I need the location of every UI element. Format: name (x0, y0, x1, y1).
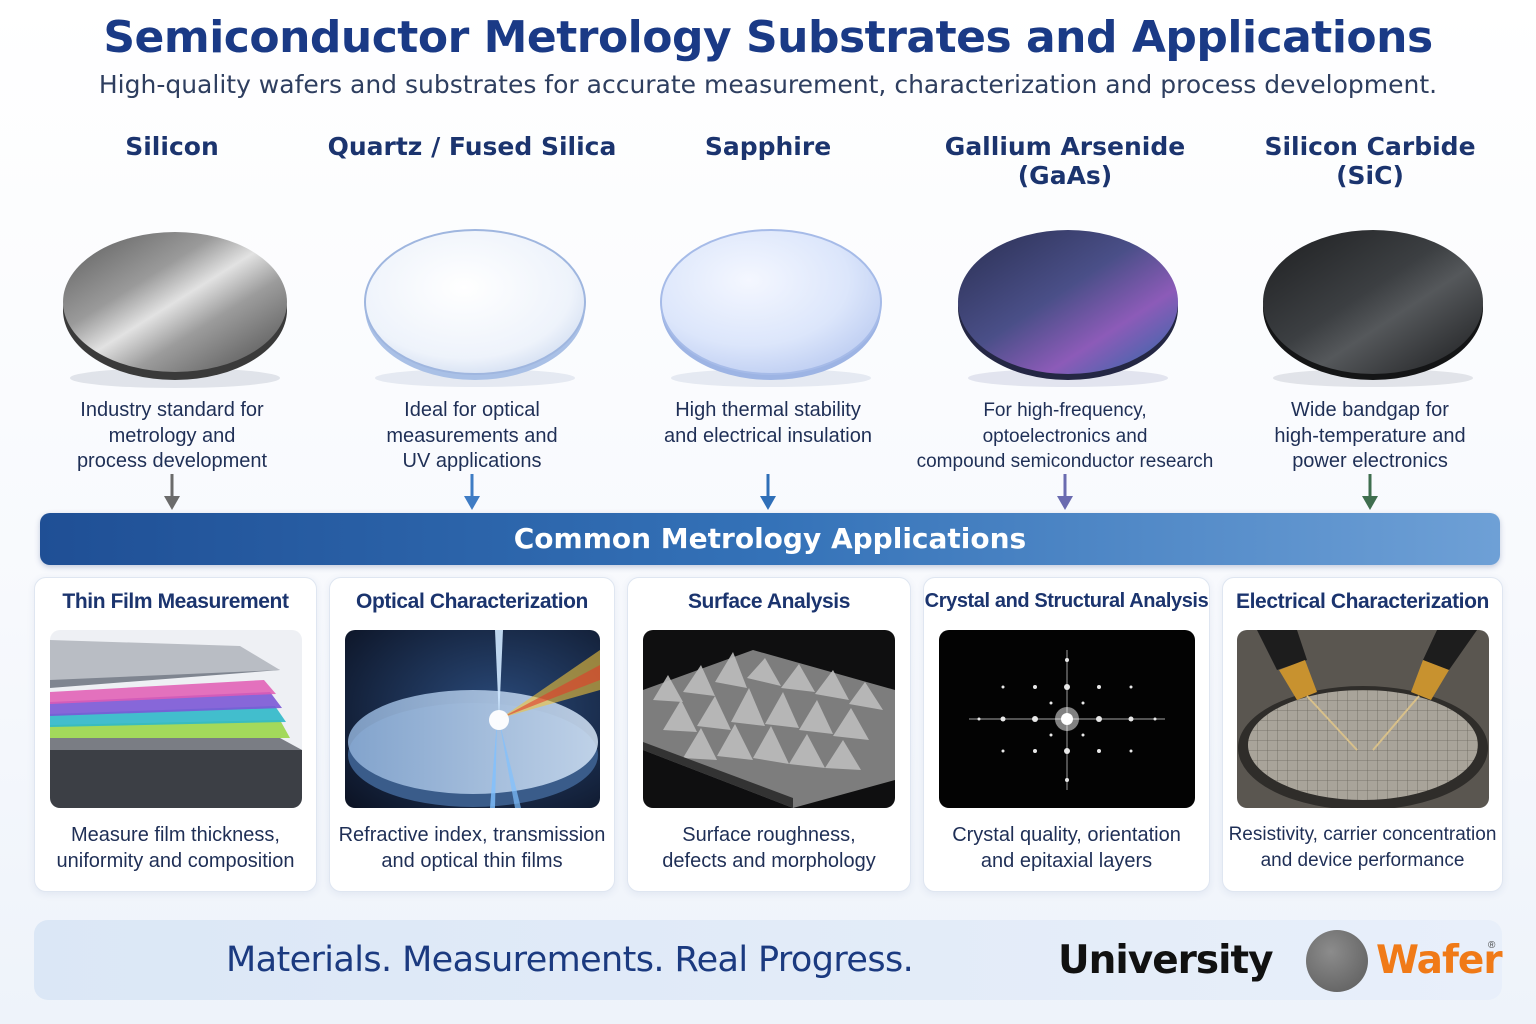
desc-line: uniformity and composition (56, 850, 295, 872)
desc-line: and optical thin films (381, 850, 563, 872)
substrate-name: Silicon (22, 132, 322, 192)
app-card-title: Optical Characterization (356, 590, 588, 613)
desc-line: process development (76, 450, 268, 472)
down-arrow-icon (1362, 474, 1378, 510)
app-card-surface: Surface Analysis (627, 577, 911, 892)
down-arrow-icon (164, 474, 180, 510)
app-card-description: Measure film thickness, uniformity and c… (35, 822, 316, 874)
logo-text-wafer: Wafer (1376, 938, 1503, 983)
desc-line: Resistivity, carrier concentration (1228, 824, 1497, 845)
substrate-description: For high-frequency, optoelectronics and … (915, 398, 1215, 475)
substrate-description: Ideal for optical measurements and UV ap… (322, 398, 622, 475)
crystal-diffraction-image (938, 630, 1195, 808)
desc-line: Wide bandgap for (1291, 399, 1449, 421)
university-wafer-logo[interactable]: University Wafer ® (1058, 928, 1503, 992)
page-subtitle: High-quality wafers and substrates for a… (98, 70, 1438, 99)
desc-line: and electrical insulation (664, 424, 872, 447)
down-arrow-icon (1057, 474, 1073, 510)
substrate-name-line1: Silicon (125, 132, 219, 161)
app-card-electrical: Electrical Characterization (1222, 577, 1503, 892)
thin-film-image (49, 630, 302, 808)
substrate-name-line2: (GaAs) (1017, 161, 1113, 190)
app-card-optical: Optical Characterization (329, 577, 615, 892)
desc-line: high-temperature and (1274, 424, 1466, 447)
substrate-sapphire: Sapphire High thermal stability and elec… (618, 132, 918, 512)
substrate-name-line1: Silicon Carbide (1264, 132, 1476, 161)
substrate-name: Gallium Arsenide (GaAs) (915, 132, 1215, 192)
substrate-gaas: Gallium Arsenide (GaAs) For high-frequen… (915, 132, 1215, 512)
app-card-title: Thin Film Measurement (62, 590, 289, 613)
desc-line: and epitaxial layers (980, 850, 1153, 872)
desc-line: optoelectronics and (982, 425, 1148, 447)
sic-wafer-image (1220, 192, 1520, 392)
app-card-title: Electrical Characterization (1236, 590, 1489, 613)
desc-line: Surface roughness, (682, 824, 856, 846)
substrate-name-line1: Quartz / Fused Silica (327, 132, 617, 161)
app-card-crystal: Crystal and Structural Analysis (923, 577, 1210, 892)
desc-line: compound semiconductor research (916, 451, 1214, 472)
substrate-row: Silicon Industry standard for metrology … (0, 132, 1536, 512)
app-card-description: Crystal quality, orientation and epitaxi… (924, 822, 1209, 874)
app-card-description: Surface roughness, defects and morpholog… (628, 822, 910, 874)
substrate-name-line2: (SiC) (1336, 161, 1404, 190)
desc-line: Industry standard for (80, 399, 264, 421)
optical-image (344, 630, 600, 808)
app-card-thin-film: Thin Film Measurement Measure film thick… (34, 577, 317, 892)
footer-tagline: Materials. Measurements. Real Progress. (226, 940, 914, 980)
desc-line: Measure film thickness, (71, 824, 280, 846)
banner-label: Common Metrology Applications (513, 522, 1027, 555)
silicon-wafer-image (22, 192, 322, 392)
desc-line: power electronics (1292, 450, 1448, 472)
substrate-name: Sapphire (618, 132, 918, 192)
substrate-quartz: Quartz / Fused Silica Ideal for optical … (322, 132, 622, 512)
substrate-sic: Silicon Carbide (SiC) Wide bandgap for h… (1220, 132, 1520, 512)
applications-row: Thin Film Measurement Measure film thick… (0, 577, 1536, 892)
logo-text-university: University (1058, 938, 1274, 983)
down-arrow-icon (464, 474, 480, 510)
substrate-description: Industry standard for metrology and proc… (22, 398, 322, 475)
app-card-description: Refractive index, transmission and optic… (330, 822, 614, 874)
desc-line: UV applications (402, 450, 542, 472)
app-card-title: Surface Analysis (687, 590, 851, 613)
app-card-description: Resistivity, carrier concentration and d… (1223, 822, 1502, 874)
sapphire-wafer-image (618, 192, 918, 392)
substrate-description: High thermal stability and electrical in… (618, 398, 918, 449)
surface-image (643, 630, 895, 808)
substrate-silicon: Silicon Industry standard for metrology … (22, 132, 322, 512)
substrate-name-line1: Sapphire (704, 132, 832, 161)
electrical-probe-image (1236, 630, 1489, 808)
quartz-wafer-image (322, 192, 622, 392)
registered-mark: ® (1488, 940, 1496, 951)
gaas-wafer-image (915, 192, 1215, 392)
desc-line: and device performance (1260, 850, 1465, 871)
desc-line: measurements and (386, 424, 558, 447)
down-arrow-icon (760, 474, 776, 510)
substrate-name-line1: Gallium Arsenide (944, 132, 1186, 161)
substrate-name: Quartz / Fused Silica (322, 132, 622, 192)
desc-line: Crystal quality, orientation (952, 824, 1181, 846)
desc-line: Ideal for optical (404, 399, 540, 421)
substrate-name: Silicon Carbide (SiC) (1220, 132, 1520, 192)
desc-line: High thermal stability (675, 399, 861, 421)
page-title: Semiconductor Metrology Substrates and A… (103, 12, 1433, 63)
substrate-description: Wide bandgap for high-temperature and po… (1220, 398, 1520, 475)
footer-bar: Materials. Measurements. Real Progress. … (34, 920, 1503, 1000)
app-card-title: Crystal and Structural Analysis (924, 590, 1209, 612)
desc-line: metrology and (108, 424, 236, 447)
wafer-logo-icon (1306, 930, 1368, 992)
desc-line: Refractive index, transmission (338, 824, 606, 846)
applications-banner: Common Metrology Applications (40, 513, 1500, 565)
desc-line: defects and morphology (662, 850, 876, 872)
desc-line: For high-frequency, (983, 400, 1147, 421)
